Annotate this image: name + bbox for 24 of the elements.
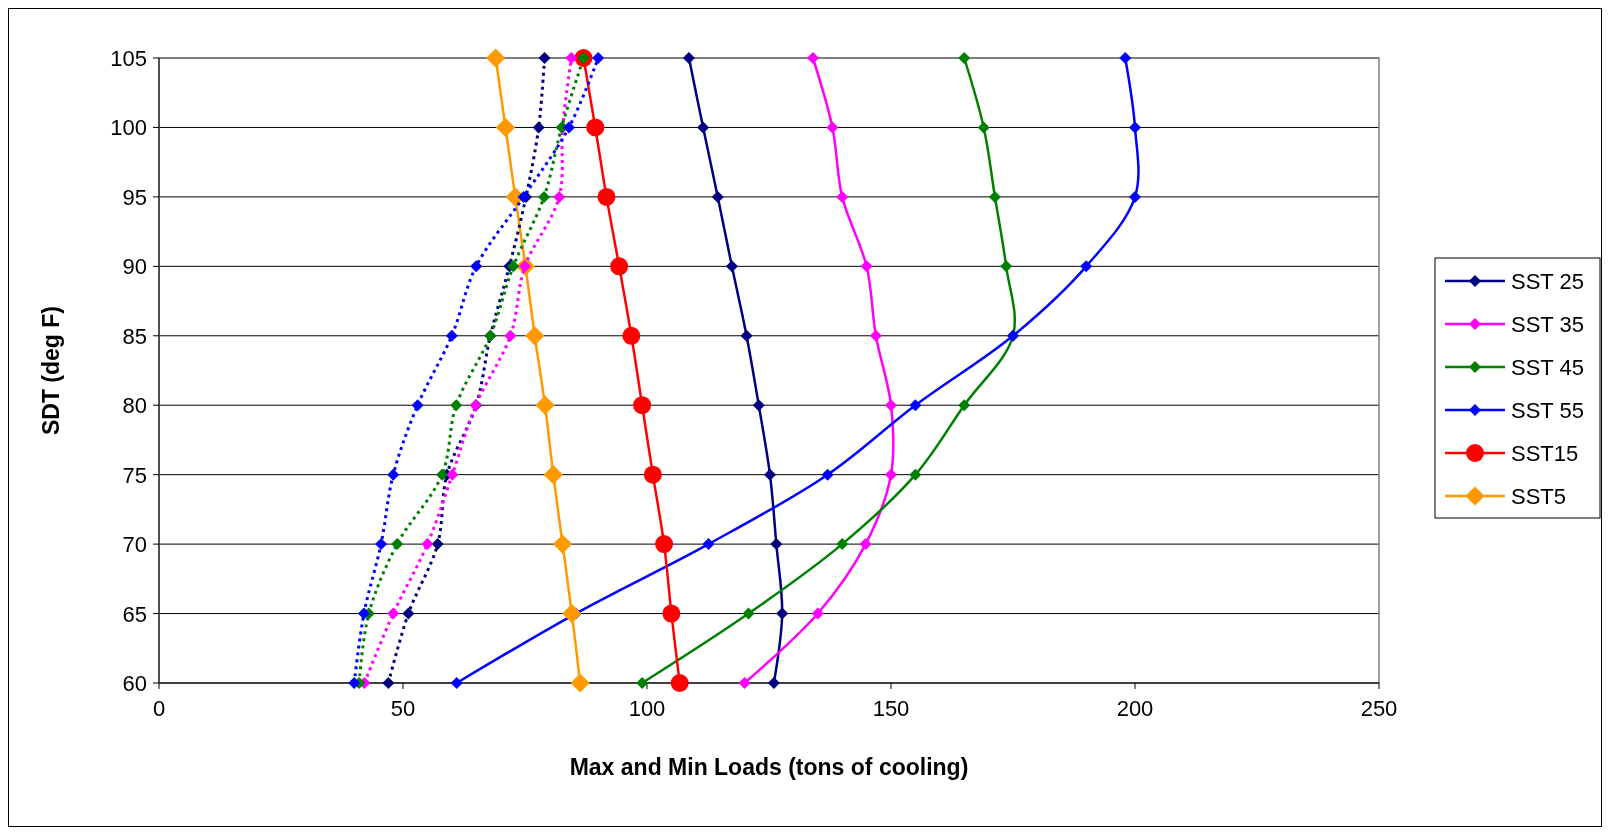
- y-axis-title: SDT (deg F): [38, 305, 64, 436]
- y-tick-label: 95: [122, 184, 147, 210]
- y-tick-label: 80: [122, 393, 147, 419]
- x-tick-label: 250: [1360, 696, 1398, 721]
- legend-label: SST 55: [1511, 398, 1584, 423]
- y-tick-label: 105: [110, 46, 147, 71]
- y-tick-label: 100: [110, 115, 147, 141]
- x-tick-label: 150: [872, 696, 910, 721]
- x-tick-label: 100: [628, 696, 666, 721]
- legend-label: SST 45: [1511, 355, 1584, 380]
- x-tick-label: 200: [1116, 696, 1154, 721]
- x-tick-label: 0: [152, 696, 166, 721]
- y-tick-label: 60: [122, 671, 147, 696]
- y-tick-label: 90: [122, 254, 147, 280]
- y-tick-label: 75: [122, 462, 147, 488]
- x-axis-title: Max and Min Loads (tons of cooling): [569, 754, 969, 780]
- y-tick-label: 65: [122, 601, 147, 627]
- legend-label: SST5: [1511, 484, 1567, 509]
- x-tick-label: 50: [390, 696, 416, 721]
- legend-label: SST15: [1511, 441, 1579, 466]
- y-tick-label: 85: [122, 323, 147, 349]
- y-tick-label: 70: [122, 532, 147, 558]
- legend-label: SST 25: [1511, 269, 1584, 294]
- legend-label: SST 35: [1511, 312, 1584, 337]
